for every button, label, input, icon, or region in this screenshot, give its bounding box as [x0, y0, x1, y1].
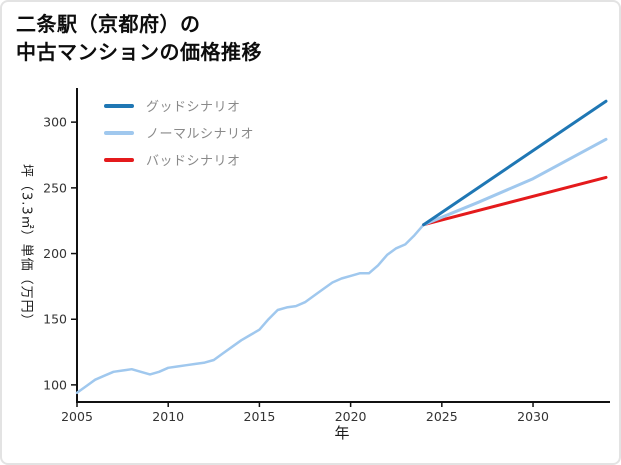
y-tick-label: 250: [43, 180, 67, 195]
normal-scenario-line-swatch: [104, 130, 134, 135]
x-tick-label: 2010: [152, 409, 184, 424]
chart-title-line2: 中古マンションの価格推移: [16, 40, 262, 64]
y-axis-label: 坪（3.3㎡）単価（万円）: [18, 164, 34, 328]
good-scenario-line-swatch: [104, 103, 134, 108]
legend-label-bad-scenario: バッドシナリオ: [146, 154, 241, 169]
x-tick-label: 2020: [335, 409, 367, 424]
x-tick-label: 2015: [244, 409, 276, 424]
x-tick-label: 2005: [61, 409, 93, 424]
legend-label-good-scenario: グッドシナリオ: [146, 100, 241, 115]
y-tick-label: 200: [43, 246, 67, 261]
y-tick-label: 100: [43, 377, 67, 392]
chart-title-line1: 二条駅（京都府）の: [16, 12, 201, 36]
y-tick-label: 150: [43, 312, 67, 327]
x-tick-label: 2030: [517, 409, 549, 424]
legend-item-good-scenario: グッドシナリオ: [104, 92, 254, 119]
y-tick-label: 300: [43, 115, 67, 130]
x-tick-label: 2025: [426, 409, 458, 424]
legend-item-bad-scenario: バッドシナリオ: [104, 146, 254, 173]
series-line-normal: [422, 137, 608, 227]
legend-label-normal-scenario: ノーマルシナリオ: [146, 127, 255, 142]
series-line-bad: [422, 175, 608, 227]
chart-legend: グッドシナリオ ノーマルシナリオ バッドシナリオ: [104, 92, 254, 173]
series-line-good: [422, 99, 608, 227]
series-line-history: [75, 223, 425, 395]
legend-item-normal-scenario: ノーマルシナリオ: [104, 119, 254, 146]
chart-title: 二条駅（京都府）の 中古マンションの価格推移: [16, 10, 262, 66]
x-axis-label: 年: [334, 424, 350, 442]
bad-scenario-line-swatch: [104, 157, 134, 162]
